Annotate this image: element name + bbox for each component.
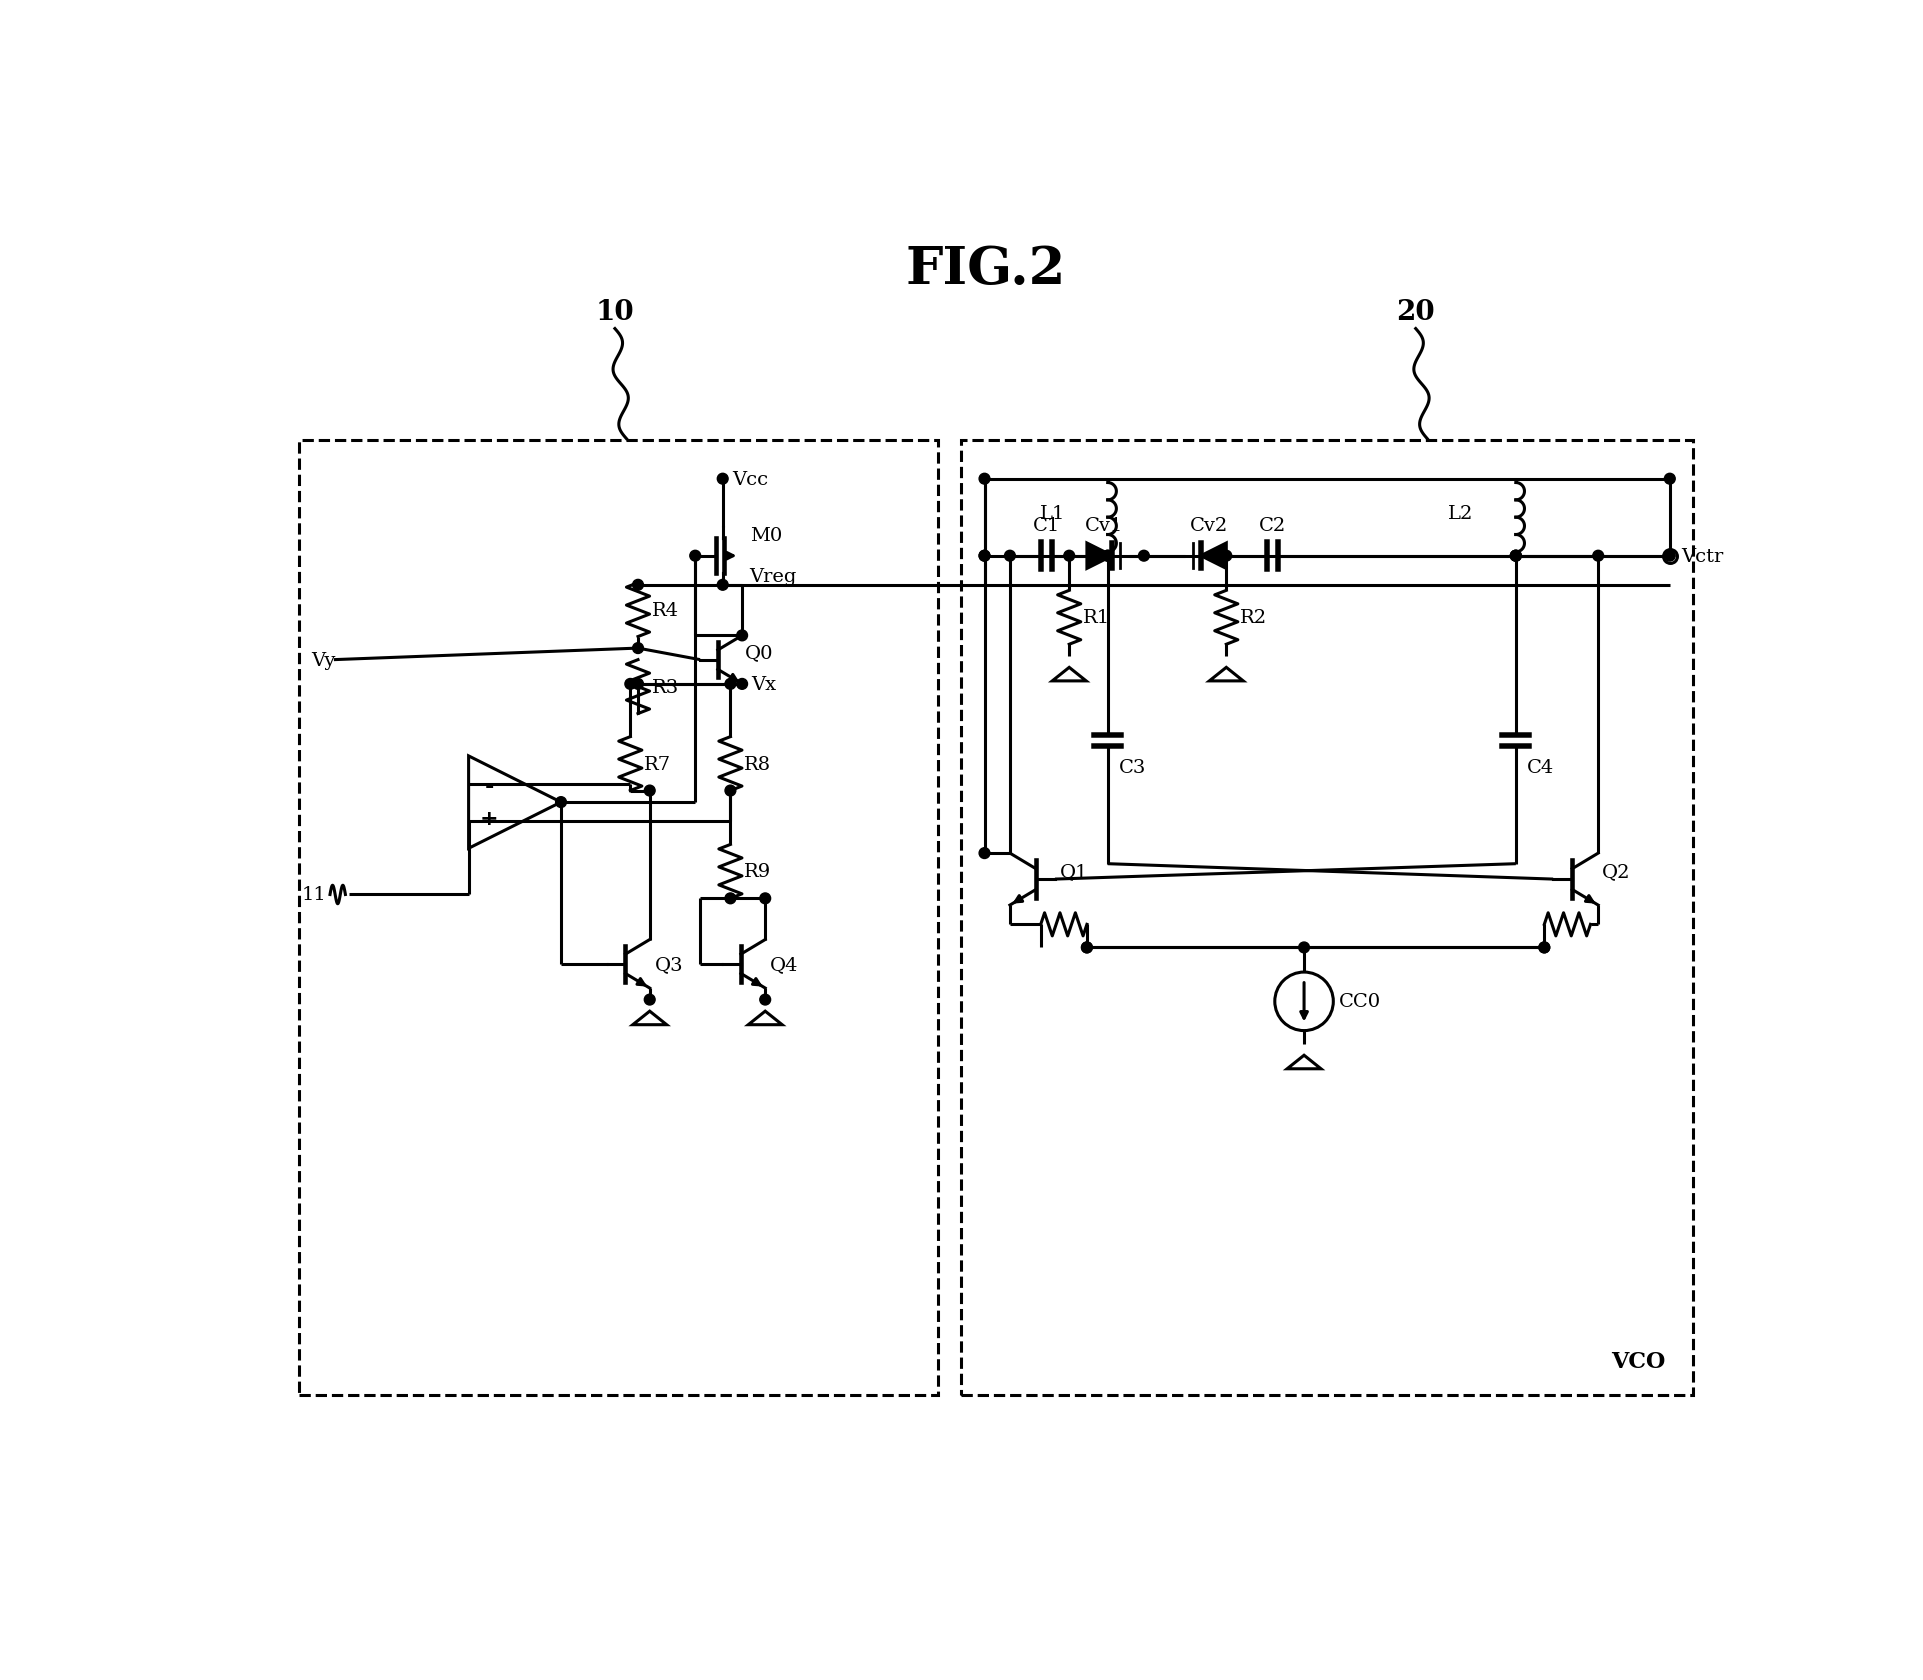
Circle shape	[633, 580, 642, 591]
Circle shape	[1538, 942, 1548, 953]
Text: Vreg: Vreg	[750, 568, 796, 586]
Text: VCO: VCO	[1611, 1351, 1665, 1373]
Text: Q4: Q4	[769, 956, 798, 973]
Text: +: +	[481, 808, 498, 828]
Circle shape	[1298, 942, 1310, 953]
Circle shape	[979, 848, 990, 858]
Circle shape	[1138, 551, 1148, 561]
Text: C1: C1	[1033, 517, 1060, 534]
Text: 20: 20	[1396, 299, 1435, 326]
Text: Q1: Q1	[1060, 864, 1088, 880]
Circle shape	[1592, 551, 1602, 561]
Circle shape	[760, 995, 771, 1005]
Text: C3: C3	[1119, 759, 1146, 776]
Circle shape	[725, 894, 735, 904]
Text: R1: R1	[1083, 608, 1110, 627]
Text: Q3: Q3	[654, 956, 683, 973]
Text: L2: L2	[1448, 506, 1473, 522]
Circle shape	[979, 551, 990, 561]
Circle shape	[1510, 551, 1521, 561]
Text: C4: C4	[1527, 759, 1554, 776]
Text: C2: C2	[1258, 517, 1285, 534]
Circle shape	[556, 798, 565, 808]
Circle shape	[979, 551, 990, 561]
Text: CC0: CC0	[1338, 993, 1381, 1011]
Text: 10: 10	[596, 299, 635, 326]
Circle shape	[979, 474, 990, 486]
Circle shape	[1102, 551, 1113, 561]
Circle shape	[625, 679, 635, 690]
Circle shape	[1004, 551, 1015, 561]
Text: R2: R2	[1240, 608, 1267, 627]
Text: -: -	[485, 776, 494, 796]
Text: FIG.2: FIG.2	[906, 244, 1065, 296]
Circle shape	[1081, 942, 1092, 953]
Text: Vcc: Vcc	[731, 470, 767, 489]
Text: R8: R8	[744, 754, 771, 773]
Text: Q2: Q2	[1600, 864, 1629, 880]
Text: 11: 11	[302, 885, 327, 904]
Circle shape	[633, 643, 642, 654]
Circle shape	[725, 786, 735, 796]
Polygon shape	[1200, 544, 1225, 570]
Text: Vctr: Vctr	[1681, 548, 1723, 566]
Circle shape	[737, 630, 748, 642]
Circle shape	[1510, 551, 1521, 561]
Circle shape	[717, 474, 727, 486]
Circle shape	[1538, 942, 1548, 953]
Circle shape	[725, 679, 735, 690]
Text: R9: R9	[744, 864, 771, 880]
Circle shape	[690, 551, 700, 561]
Text: R3: R3	[652, 679, 679, 696]
Text: Vy: Vy	[312, 652, 335, 669]
Circle shape	[1102, 551, 1113, 561]
Circle shape	[644, 786, 654, 796]
Circle shape	[1081, 942, 1092, 953]
Circle shape	[1510, 551, 1521, 561]
Text: Q0: Q0	[744, 643, 773, 662]
Text: R7: R7	[644, 754, 671, 773]
Text: M0: M0	[750, 528, 781, 544]
Text: L1: L1	[1040, 506, 1065, 522]
Text: Cv1: Cv1	[1085, 517, 1123, 534]
Circle shape	[1063, 551, 1075, 561]
Circle shape	[1663, 551, 1675, 561]
Circle shape	[717, 580, 727, 591]
Text: R4: R4	[652, 601, 679, 620]
Circle shape	[737, 679, 748, 690]
Circle shape	[644, 995, 654, 1005]
Circle shape	[1663, 474, 1675, 486]
Text: Cv2: Cv2	[1190, 517, 1229, 534]
Circle shape	[633, 679, 642, 690]
Polygon shape	[1086, 544, 1111, 570]
Text: Vx: Vx	[752, 675, 777, 694]
Circle shape	[760, 894, 771, 904]
Circle shape	[1221, 551, 1231, 561]
